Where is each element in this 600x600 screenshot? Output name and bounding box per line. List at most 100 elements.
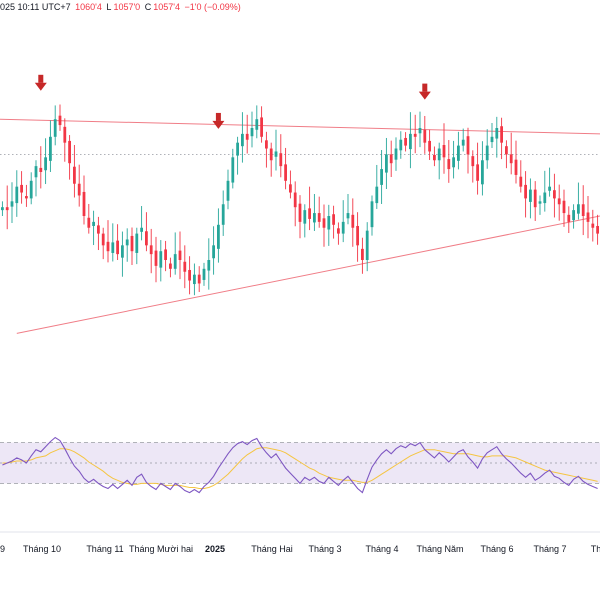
candle <box>385 137 388 190</box>
candle-body <box>557 198 561 205</box>
time-axis-label: 9 <box>0 544 5 554</box>
candle <box>106 220 110 263</box>
candle-body <box>245 133 249 140</box>
candle <box>265 131 268 168</box>
candle <box>111 223 115 262</box>
price-pane[interactable] <box>0 74 600 334</box>
candle-body <box>269 148 273 161</box>
candle <box>92 210 95 246</box>
candle <box>284 147 287 190</box>
candle-body <box>293 192 297 208</box>
time-axis-label: Tháng 11 <box>86 544 123 554</box>
candle-body <box>346 213 350 219</box>
time-axis-label: Tháng 4 <box>365 544 398 554</box>
candle <box>447 140 451 183</box>
candle <box>212 226 215 275</box>
candle-body <box>389 154 393 164</box>
candle <box>428 129 431 160</box>
candle <box>476 142 479 195</box>
candle <box>524 171 527 218</box>
candle-body <box>370 201 374 228</box>
candle-body <box>553 190 556 199</box>
candle-body <box>591 223 595 228</box>
candle-body <box>356 225 359 246</box>
candle <box>159 240 163 282</box>
candle-body <box>164 249 167 260</box>
open-value: 1060'4 <box>75 2 102 12</box>
candle-body <box>226 180 230 201</box>
candle-body <box>567 214 571 222</box>
candle <box>461 128 465 152</box>
time-axis-label: Tháng Hai <box>251 544 293 554</box>
candle <box>188 256 191 295</box>
candle <box>226 169 230 210</box>
candle <box>154 236 158 283</box>
candle-body <box>5 207 9 211</box>
candle-body <box>130 235 134 252</box>
candle <box>433 146 436 167</box>
candle-body <box>183 261 187 272</box>
sell-signal-arrow-icon <box>212 112 225 129</box>
low-value: 1057'0 <box>113 2 141 12</box>
candle-body <box>447 159 451 170</box>
candle-body <box>514 159 518 175</box>
candle <box>514 140 518 184</box>
candle <box>34 160 38 197</box>
time-axis-label: Tháng 7 <box>533 544 566 554</box>
candle <box>509 132 513 175</box>
sell-signal-arrow-icon <box>34 74 47 91</box>
candle-body <box>68 140 71 164</box>
low-label: L <box>106 2 112 12</box>
candle <box>274 129 278 171</box>
candle <box>423 115 427 154</box>
candle-body <box>159 251 163 268</box>
candle <box>553 173 556 218</box>
candle-body <box>586 212 590 222</box>
candle-body <box>10 201 14 207</box>
support-trendline[interactable] <box>16 215 600 334</box>
resistance-trendline[interactable] <box>0 118 600 135</box>
candle <box>327 204 331 246</box>
candle-body <box>327 216 331 230</box>
candle <box>389 140 393 177</box>
time-axis-label: Tháng Mười hai <box>129 544 193 554</box>
candle-body <box>476 164 479 181</box>
candle-body <box>538 201 542 204</box>
candle <box>361 237 364 274</box>
candle-body <box>303 210 307 224</box>
candle-body <box>116 240 119 255</box>
candle-body <box>548 186 551 191</box>
candle <box>73 145 76 198</box>
candle-body <box>365 230 369 260</box>
arrow-head <box>34 82 47 91</box>
time-axis-label: Th <box>591 544 600 554</box>
candle-body <box>289 184 292 193</box>
candle <box>471 150 475 183</box>
candle-body <box>543 192 547 204</box>
candle-body <box>509 154 513 164</box>
candle <box>365 222 369 272</box>
candle <box>380 150 383 204</box>
candle-body <box>241 133 244 147</box>
candle-body <box>505 146 508 155</box>
candle <box>202 262 206 286</box>
candle <box>20 171 23 204</box>
candle <box>135 227 139 265</box>
candle-body <box>20 184 23 193</box>
candle-body <box>15 186 19 204</box>
candle <box>341 200 345 243</box>
candle-body <box>361 248 364 260</box>
candle-body <box>596 225 599 234</box>
candle-body <box>284 164 287 181</box>
candle <box>39 146 43 189</box>
candle <box>101 227 105 260</box>
candle <box>418 111 422 148</box>
candle <box>49 120 52 172</box>
candle <box>543 170 547 212</box>
rsi-pane[interactable] <box>0 436 600 494</box>
rsi-ma-line <box>2 447 598 489</box>
candle-body <box>572 210 575 221</box>
candle <box>375 164 379 209</box>
